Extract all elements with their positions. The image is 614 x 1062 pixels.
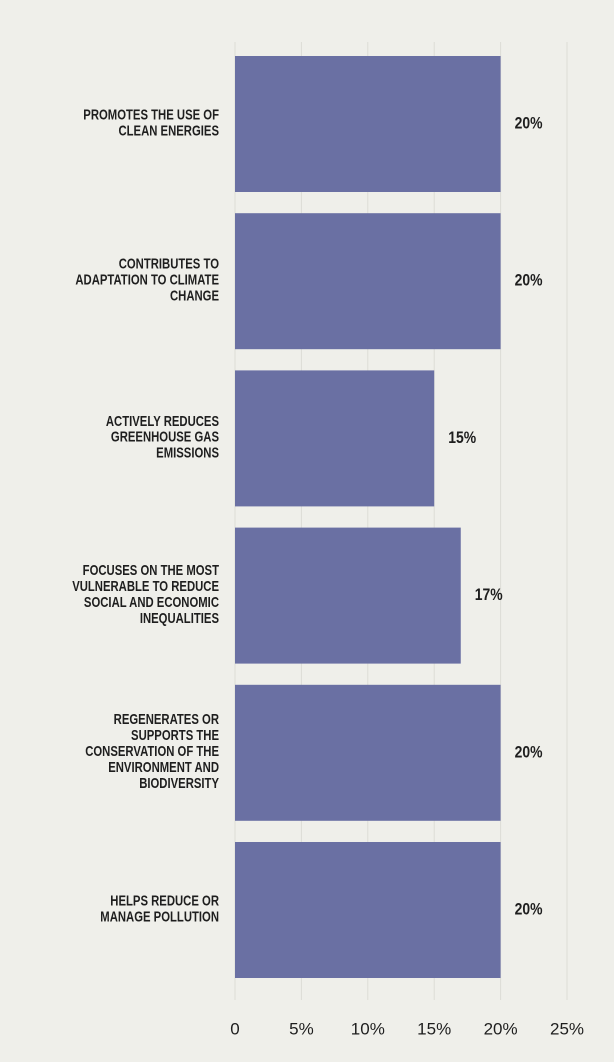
value-label: 15% [448, 429, 476, 448]
bar [235, 56, 501, 192]
value-label: 17% [475, 586, 503, 605]
bar [235, 684, 501, 821]
x-tick-label: 25% [550, 1019, 584, 1038]
category-label: REGENERATES OR SUPPORTS THE CONSERVATION O… [85, 711, 219, 792]
category-label: PROMOTES THE USE OF CLEAN ENERGIES [83, 106, 219, 139]
x-tick-label: 15% [417, 1019, 451, 1038]
value-label: 20% [515, 271, 543, 290]
x-tick-label: 5% [289, 1019, 314, 1038]
value-label: 20% [515, 114, 543, 133]
x-tick-label: 0 [230, 1019, 239, 1038]
category-label: CONTRIBUTES TO ADAPTATION TO CLIMATE CHANG… [75, 256, 219, 305]
category-label: HELPS REDUCE OR MANAGE POLLUTION [100, 892, 219, 925]
value-label: 20% [515, 900, 543, 919]
bar [235, 213, 501, 350]
bar [235, 527, 461, 664]
bar [235, 842, 501, 978]
category-label: ACTIVELY REDUCES GREENHOUSE GAS EMISSIONS [106, 413, 219, 462]
bar [235, 370, 435, 507]
value-label: 20% [515, 743, 543, 762]
x-tick-label: 20% [484, 1019, 518, 1038]
category-label: FOCUSES ON THE MOST VULNERABLE TO REDUCE S… [72, 562, 219, 627]
x-tick-label: 10% [351, 1019, 385, 1038]
